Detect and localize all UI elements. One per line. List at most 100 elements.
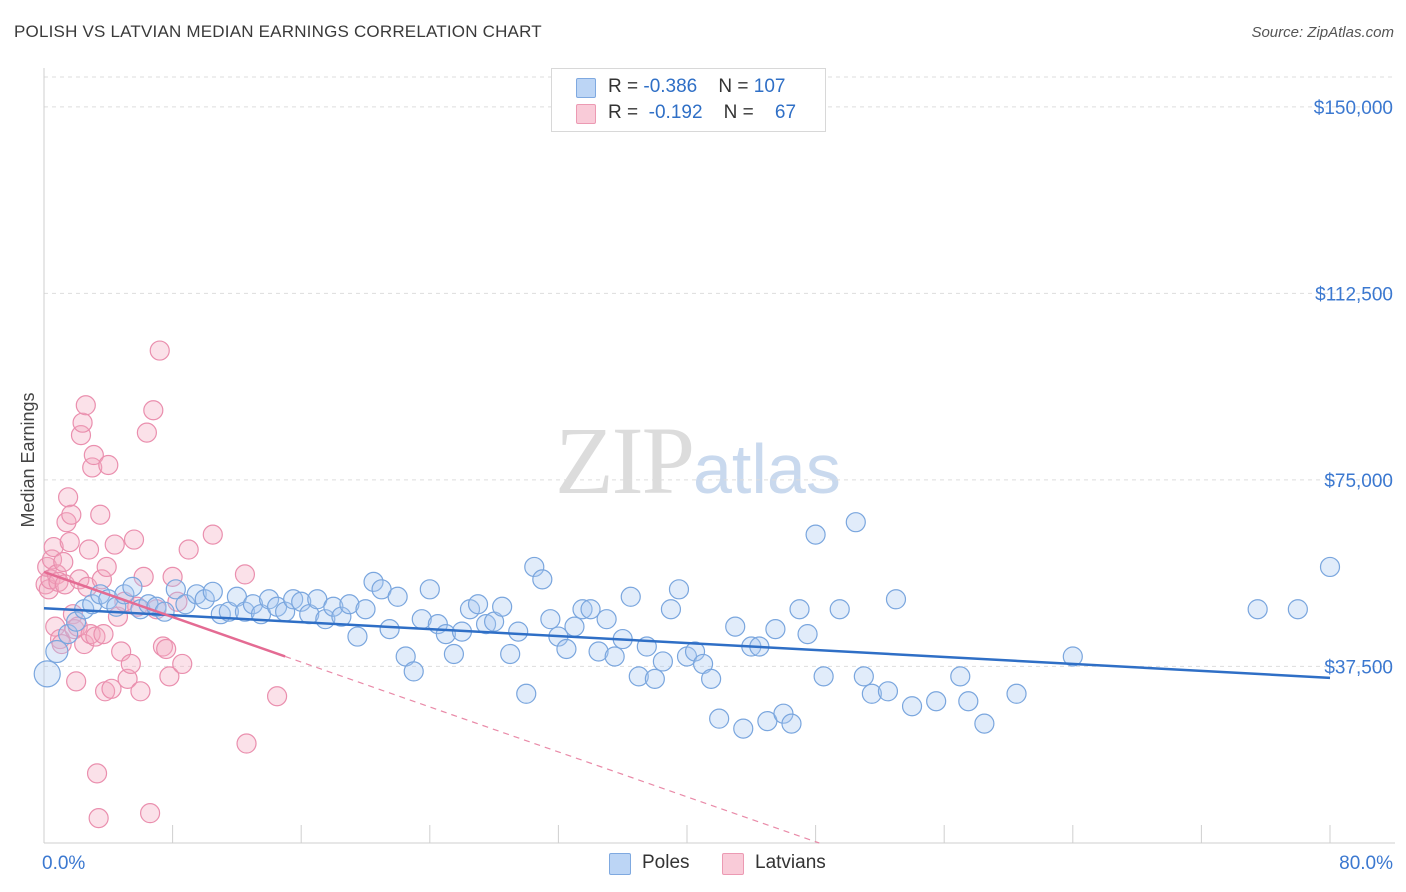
poles-point <box>387 586 408 607</box>
poles-point <box>475 614 497 635</box>
latvians-stats: R = -0.192 N = 67 <box>608 102 796 124</box>
poles-point <box>66 611 87 632</box>
poles-point <box>58 623 79 645</box>
latvians-point <box>202 524 223 545</box>
poles-point <box>1287 599 1308 620</box>
latvians-r-value: -0.192 <box>648 102 703 123</box>
poles-point <box>709 708 730 729</box>
poles-point <box>813 666 834 687</box>
poles-point <box>853 666 874 687</box>
poles-point <box>564 616 585 637</box>
poles-point <box>765 619 786 640</box>
x-tick-label-min: 0.0% <box>42 853 85 874</box>
y-tick-label: $75,000 <box>1324 471 1393 492</box>
poles-point <box>532 569 553 590</box>
latvians-point <box>117 668 138 689</box>
poles-point <box>684 641 706 662</box>
poles-point <box>660 599 682 620</box>
poles-point <box>175 594 196 615</box>
poles-point <box>974 713 995 734</box>
latvians-point <box>43 536 64 558</box>
latvians-point <box>66 671 87 692</box>
poles-point <box>234 601 256 622</box>
poles-point <box>331 606 352 627</box>
latvians-point <box>83 444 104 466</box>
poles-point <box>122 576 143 597</box>
latvians-point <box>61 504 82 525</box>
legend-row-latvians: R = -0.192 N = 67 <box>576 101 796 127</box>
latvians-point <box>53 551 74 573</box>
latvians-point <box>90 504 111 525</box>
poles-point <box>877 681 899 702</box>
poles-point <box>701 668 722 689</box>
poles-point <box>861 683 882 704</box>
poles-point <box>725 616 746 637</box>
poles-point <box>926 691 947 712</box>
poles-point <box>467 594 489 615</box>
latvians-point <box>172 653 193 675</box>
poles-r-value: -0.386 <box>643 76 698 97</box>
latvians-point <box>266 686 288 707</box>
poles-point <box>45 639 69 664</box>
poles-point <box>540 609 561 630</box>
poles-n-label: N = <box>718 76 754 97</box>
poles-point <box>958 691 979 712</box>
latvians-point <box>123 529 145 550</box>
latvians-trend-line <box>43 570 286 658</box>
poles-point <box>781 713 802 734</box>
latvians-point <box>139 803 161 824</box>
poles-point <box>652 651 673 672</box>
latvians-point <box>59 531 80 553</box>
latvians-point <box>45 616 66 637</box>
y-tick-label: $37,500 <box>1324 657 1393 678</box>
poles-points <box>33 512 1341 739</box>
latvians-swatch <box>576 104 596 124</box>
poles-point <box>596 609 617 630</box>
poles-point <box>363 571 384 592</box>
latvians-point <box>98 454 119 476</box>
latvians-point <box>96 556 117 578</box>
chart-title: POLISH VS LATVIAN MEDIAN EARNINGS CORREL… <box>14 22 542 41</box>
poles-point <box>950 666 971 687</box>
poles-point <box>202 581 223 602</box>
poles-point <box>355 599 376 620</box>
poles-point <box>797 623 818 645</box>
latvians-point <box>143 400 164 421</box>
bottom-latvians-swatch <box>722 853 744 875</box>
poles-point <box>258 589 280 610</box>
poles-point <box>604 646 625 667</box>
latvians-point <box>69 569 90 590</box>
poles-point <box>516 683 537 704</box>
poles-n-value: 107 <box>753 76 786 97</box>
poles-swatch <box>576 78 596 98</box>
poles-point <box>283 589 304 610</box>
poles-point <box>508 621 529 642</box>
latvians-point <box>156 638 177 660</box>
poles-point <box>885 589 907 610</box>
poles-point <box>33 660 61 688</box>
axis-labels: $37,500 $75,000 $112,500 $150,000 0.0% 80.0% M… <box>18 98 1393 874</box>
latvians-point <box>136 422 157 443</box>
poles-point <box>901 696 923 717</box>
latvians-point <box>149 340 170 361</box>
poles-point <box>500 643 521 665</box>
poles-point <box>789 599 810 620</box>
latvians-point <box>88 808 109 829</box>
poles-point <box>291 591 312 612</box>
poles-point <box>620 586 641 607</box>
poles-point <box>379 619 400 640</box>
axes <box>43 68 1395 844</box>
poles-point <box>443 643 465 665</box>
latvians-point <box>51 633 72 655</box>
poles-r-label: R = <box>608 76 644 97</box>
legend: R = -0.386 N = 107 R = -0.192 N = 67 <box>551 68 826 132</box>
poles-point <box>556 638 577 660</box>
latvians-point <box>178 539 199 560</box>
latvians-point <box>85 626 106 647</box>
poles-point <box>845 512 866 533</box>
latvians-point <box>152 636 174 657</box>
y-tick-label: $150,000 <box>1314 98 1393 119</box>
poles-stats: R = -0.386 N = 107 <box>608 76 785 98</box>
bottom-latvians-label: Latvians <box>755 852 826 873</box>
